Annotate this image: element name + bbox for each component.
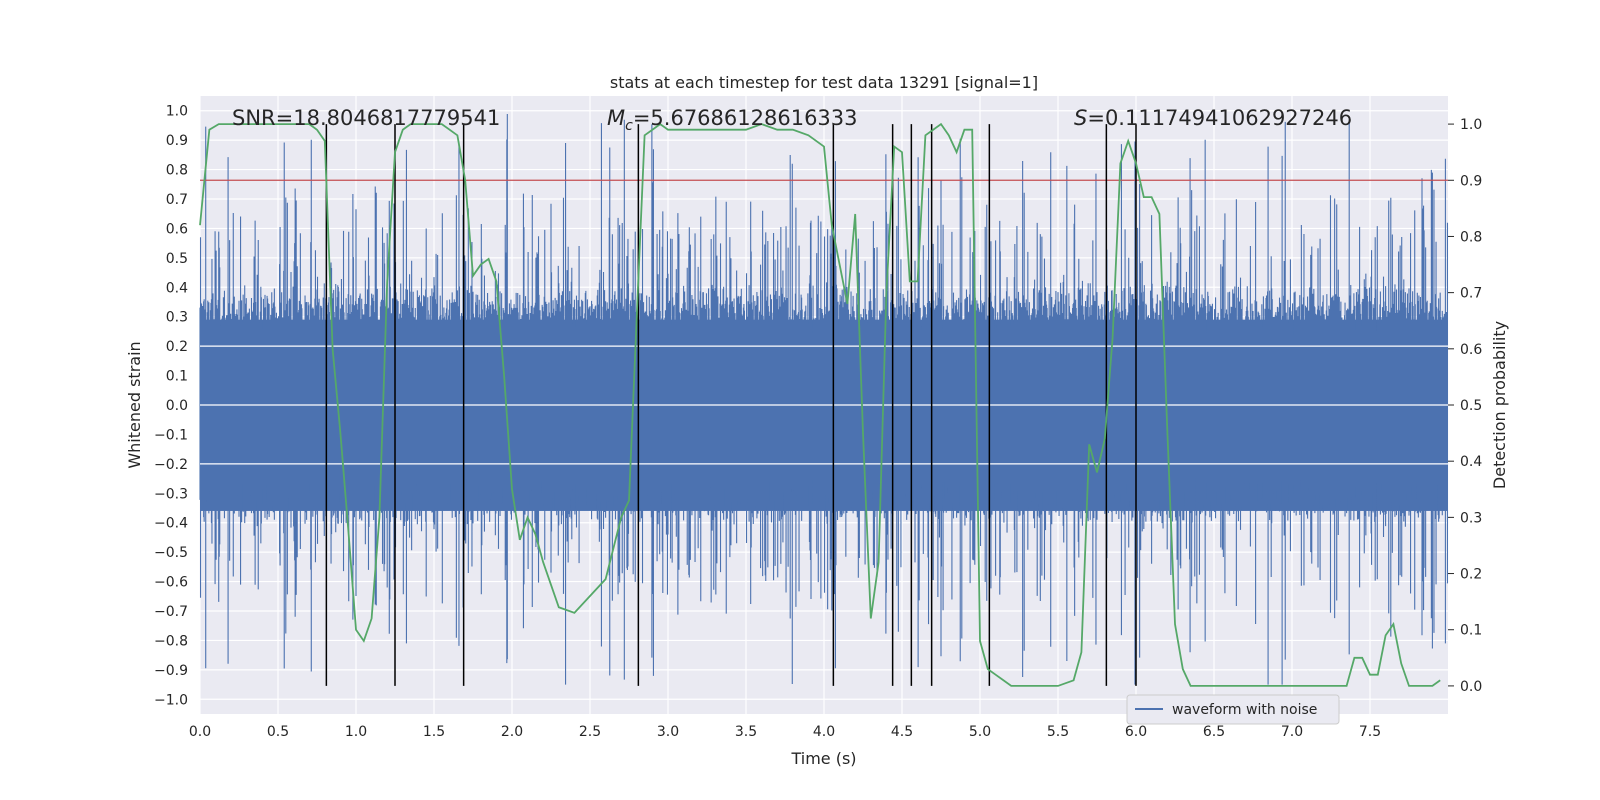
x-tick-label: 4.5	[891, 724, 913, 740]
x-tick-label: 6.5	[1203, 724, 1225, 740]
y-tick-label-left: −1.0	[154, 692, 188, 708]
x-tick-label: 5.0	[969, 724, 991, 740]
y-tick-label-right: 0.6	[1460, 342, 1482, 358]
y-tick-label-left: 0.6	[166, 221, 188, 237]
y-tick-label-left: 0.4	[166, 280, 188, 296]
axis-ticks: 0.0 0.5 1.0 1.5 2.0 2.5 3.0 3.5 4.0 4.5 5.0 5.5 6.0 6…	[154, 104, 1482, 740]
y-tick-label-left: −0.9	[154, 663, 188, 679]
chirp-mass-annotation: Mc=5.67686128616333	[607, 106, 858, 134]
y-tick-label-right: 0.5	[1460, 398, 1482, 414]
y-tick-label-left: 0.9	[166, 133, 188, 149]
y-tick-label-right: 0.7	[1460, 286, 1482, 302]
s-annotation: S=0.11174941062927246	[1074, 106, 1352, 130]
y-tick-label-left: 0.8	[166, 163, 188, 179]
chirp-mass-value: =5.67686128616333	[633, 106, 858, 130]
y-tick-label-left: −0.3	[154, 486, 188, 502]
y-tick-label-left: 0.3	[166, 310, 188, 326]
y-tick-label-left: −0.2	[154, 457, 188, 473]
chirp-mass-symbol: M	[607, 106, 625, 130]
y-tick-label-right: 0.8	[1460, 229, 1482, 245]
y-axis-label-right: Detection probability	[1490, 321, 1509, 489]
y-tick-label-left: −0.1	[154, 427, 188, 443]
detection-probability-line	[199, 122, 1441, 687]
x-tick-label: 6.0	[1125, 724, 1147, 740]
s-value: =0.11174941062927246	[1087, 106, 1352, 130]
y-tick-label-left: 0.5	[166, 251, 188, 267]
y-tick-label-left: −0.8	[154, 633, 188, 649]
x-tick-label: 3.0	[657, 724, 679, 740]
y-tick-label-left: 0.0	[166, 398, 188, 414]
waveform-series	[199, 113, 1449, 685]
x-tick-label: 7.5	[1359, 724, 1381, 740]
x-tick-label: 1.5	[423, 724, 445, 740]
x-tick-label: 0.5	[267, 724, 289, 740]
y-tick-label-left: 0.7	[166, 192, 188, 208]
legend-box	[1126, 694, 1340, 725]
x-tick-label: 2.5	[579, 724, 601, 740]
y-tick-label-right: 0.4	[1460, 454, 1482, 470]
y-tick-label-left: −0.4	[154, 516, 188, 532]
x-axis-label: Time (s)	[790, 749, 856, 768]
chirp-mass-subscript: c	[625, 118, 633, 134]
y-tick-label-right: 0.9	[1460, 173, 1482, 189]
y-tick-label-right: 0.0	[1460, 679, 1482, 695]
x-tick-label: 5.5	[1047, 724, 1069, 740]
y-tick-label-left: −0.7	[154, 604, 188, 620]
x-tick-label: 2.0	[501, 724, 523, 740]
y-tick-label-left: 1.0	[166, 104, 188, 120]
y-tick-label-left: 0.2	[166, 339, 188, 355]
chart-title: stats at each timestep for test data 132…	[610, 73, 1038, 92]
legend-label-waveform: waveform with noise	[1172, 702, 1317, 718]
y-tick-label-left: 0.1	[166, 369, 188, 385]
y-tick-label-left: −0.6	[154, 575, 188, 591]
x-tick-label: 1.0	[345, 724, 367, 740]
s-symbol: S	[1074, 106, 1087, 130]
legend: waveform with noise	[1126, 694, 1340, 725]
snr-annotation: SNR=18.8046817779541	[232, 106, 500, 130]
x-tick-label: 3.5	[735, 724, 757, 740]
y-tick-label-right: 0.3	[1460, 510, 1482, 526]
y-tick-label-right: 0.1	[1460, 623, 1482, 639]
x-tick-label: 7.0	[1281, 724, 1303, 740]
x-tick-label: 0.0	[189, 724, 211, 740]
y-axis-label-left: Whitened strain	[125, 341, 144, 468]
y-tick-label-right: 1.0	[1460, 117, 1482, 133]
x-tick-label: 4.0	[813, 724, 835, 740]
y-tick-label-right: 0.2	[1460, 567, 1482, 583]
vertical-markers	[325, 124, 1137, 686]
detection-probability-series	[199, 122, 1441, 687]
y-tick-label-left: −0.5	[154, 545, 188, 561]
